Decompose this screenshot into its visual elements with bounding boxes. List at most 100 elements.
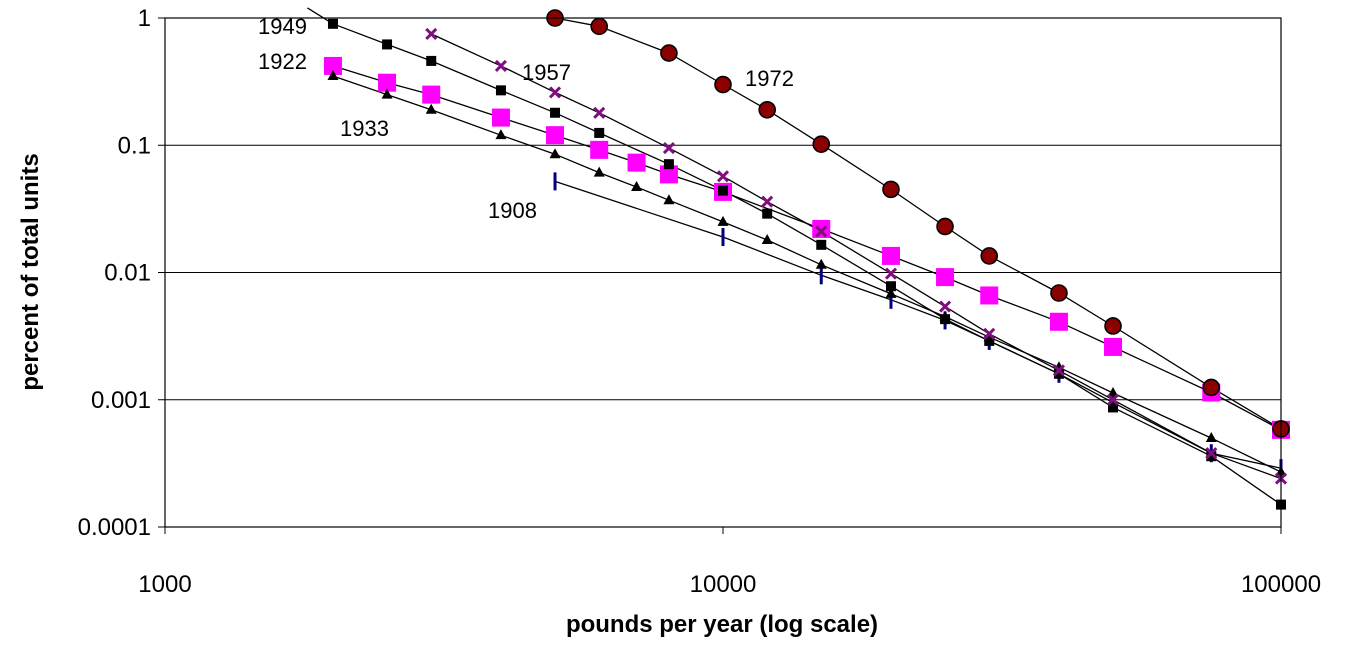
data-point-1933 bbox=[495, 129, 507, 140]
series-label-1908: 1908 bbox=[488, 198, 537, 223]
data-point-1949 bbox=[550, 107, 561, 118]
data-point-1949 bbox=[327, 18, 338, 29]
data-point-1949 bbox=[1108, 402, 1119, 413]
data-point-1949 bbox=[1206, 451, 1217, 462]
data-point-1933 bbox=[761, 234, 773, 245]
data-point-1957 bbox=[1106, 393, 1120, 406]
data-point-1957 bbox=[716, 170, 730, 183]
data-point-1957 bbox=[761, 195, 774, 208]
data-point-1949 bbox=[426, 55, 437, 66]
data-point-1933 bbox=[717, 215, 729, 226]
data-point-1933 bbox=[663, 194, 675, 205]
data-point-1933 bbox=[1205, 432, 1217, 443]
data-point-1957 bbox=[494, 59, 508, 73]
data-point-1922 bbox=[659, 165, 678, 184]
series-line-1949 bbox=[332, 23, 1282, 506]
data-point-1922 bbox=[936, 268, 955, 287]
data-point-1922 bbox=[980, 286, 999, 305]
data-point-1922 bbox=[491, 108, 510, 127]
axes bbox=[158, 17, 1282, 534]
x-tick-label: 10000 bbox=[690, 571, 757, 598]
data-point-1933 bbox=[327, 70, 339, 81]
x-stroke bbox=[425, 27, 438, 40]
series-label-1949: 1949 bbox=[258, 14, 307, 39]
series-labels: 1908 1922 1933 1949 1957 1972 bbox=[258, 14, 794, 223]
series-label-1957: 1957 bbox=[522, 60, 571, 85]
data-point-1957 bbox=[983, 327, 996, 340]
data-point-1922 bbox=[1104, 337, 1123, 356]
data-point-1933 bbox=[425, 103, 437, 114]
data-point-1922 bbox=[881, 246, 900, 265]
data-point-1922 bbox=[812, 219, 831, 238]
data-point-1972 bbox=[1104, 317, 1122, 335]
data-point-1972 bbox=[758, 100, 776, 119]
x-tick-label: 100000 bbox=[1241, 571, 1321, 598]
tick-labels: 1 0.1 0.01 0.001 0.0001 1000 10000 100000 bbox=[78, 5, 1321, 598]
data-point-1922 bbox=[546, 126, 565, 145]
x-stroke bbox=[548, 86, 562, 99]
x-stroke bbox=[884, 267, 898, 280]
data-point-1957 bbox=[938, 300, 952, 313]
data-point-1957 bbox=[1205, 447, 1218, 460]
series-line-1908 bbox=[554, 180, 1282, 469]
y-tick-label: 0.001 bbox=[91, 387, 151, 414]
data-point-1949 bbox=[594, 127, 605, 138]
series-line-1972 bbox=[554, 17, 1282, 430]
gridlines bbox=[165, 17, 1281, 528]
y-tick-label: 1 bbox=[138, 5, 151, 32]
data-point-1972 bbox=[1050, 284, 1068, 302]
data-point-1933 bbox=[593, 166, 605, 177]
data-point-1922 bbox=[1049, 312, 1068, 331]
series-line-1933 bbox=[332, 75, 1282, 473]
x-stroke bbox=[938, 300, 952, 313]
data-point-1957 bbox=[548, 86, 562, 99]
data-point-1949 bbox=[885, 281, 896, 292]
x-axis-title: pounds per year (log scale) bbox=[566, 611, 878, 638]
data-point-1972 bbox=[980, 247, 999, 265]
data-point-1957 bbox=[884, 267, 898, 280]
data-point-1933 bbox=[381, 88, 393, 99]
x-stroke bbox=[593, 106, 606, 119]
data-point-1949 bbox=[984, 335, 995, 346]
series-label-1933: 1933 bbox=[340, 116, 389, 141]
data-point-1972 bbox=[882, 180, 900, 199]
data-point-1957 bbox=[1052, 364, 1066, 377]
data-point-1957 bbox=[425, 27, 438, 40]
x-stroke bbox=[983, 327, 996, 340]
data-point-1922 bbox=[323, 56, 342, 75]
data-point-1972 bbox=[590, 17, 609, 36]
data-point-1972 bbox=[812, 135, 831, 153]
data-point-1957 bbox=[662, 142, 675, 155]
data-point-1933 bbox=[1107, 386, 1119, 397]
plot-frame bbox=[164, 17, 1282, 528]
series-line-1922 bbox=[332, 65, 1282, 431]
data-point-1949 bbox=[816, 239, 827, 250]
series-label-1922: 1922 bbox=[258, 49, 307, 74]
data-point-1933 bbox=[815, 258, 827, 269]
x-stroke bbox=[662, 142, 675, 155]
data-point-1949 bbox=[1053, 368, 1064, 379]
x-tick-label: 1000 bbox=[138, 571, 191, 598]
data-point-1922 bbox=[422, 85, 441, 104]
y-axis-title: percent of total units bbox=[17, 153, 44, 390]
x-stroke bbox=[716, 170, 730, 183]
data-point-1949 bbox=[663, 159, 674, 170]
data-point-1972 bbox=[936, 217, 954, 236]
x-stroke bbox=[1052, 364, 1066, 377]
data-point-1933 bbox=[885, 287, 897, 298]
series-lines bbox=[307, 7, 1282, 506]
data-point-1933 bbox=[549, 148, 561, 159]
y-tick-label: 0.0001 bbox=[78, 514, 151, 541]
data-point-1949 bbox=[495, 85, 506, 96]
y-tick-label: 0.1 bbox=[118, 132, 151, 159]
y-tick-label: 0.01 bbox=[104, 260, 151, 287]
data-point-1949 bbox=[718, 185, 728, 196]
data-point-1972 bbox=[660, 44, 678, 62]
data-point-1949 bbox=[762, 208, 773, 219]
data-point-1922 bbox=[627, 153, 646, 172]
x-stroke bbox=[1205, 447, 1218, 460]
data-point-1972 bbox=[1202, 378, 1221, 397]
series-markers bbox=[323, 9, 1290, 510]
data-point-1922 bbox=[378, 73, 397, 92]
